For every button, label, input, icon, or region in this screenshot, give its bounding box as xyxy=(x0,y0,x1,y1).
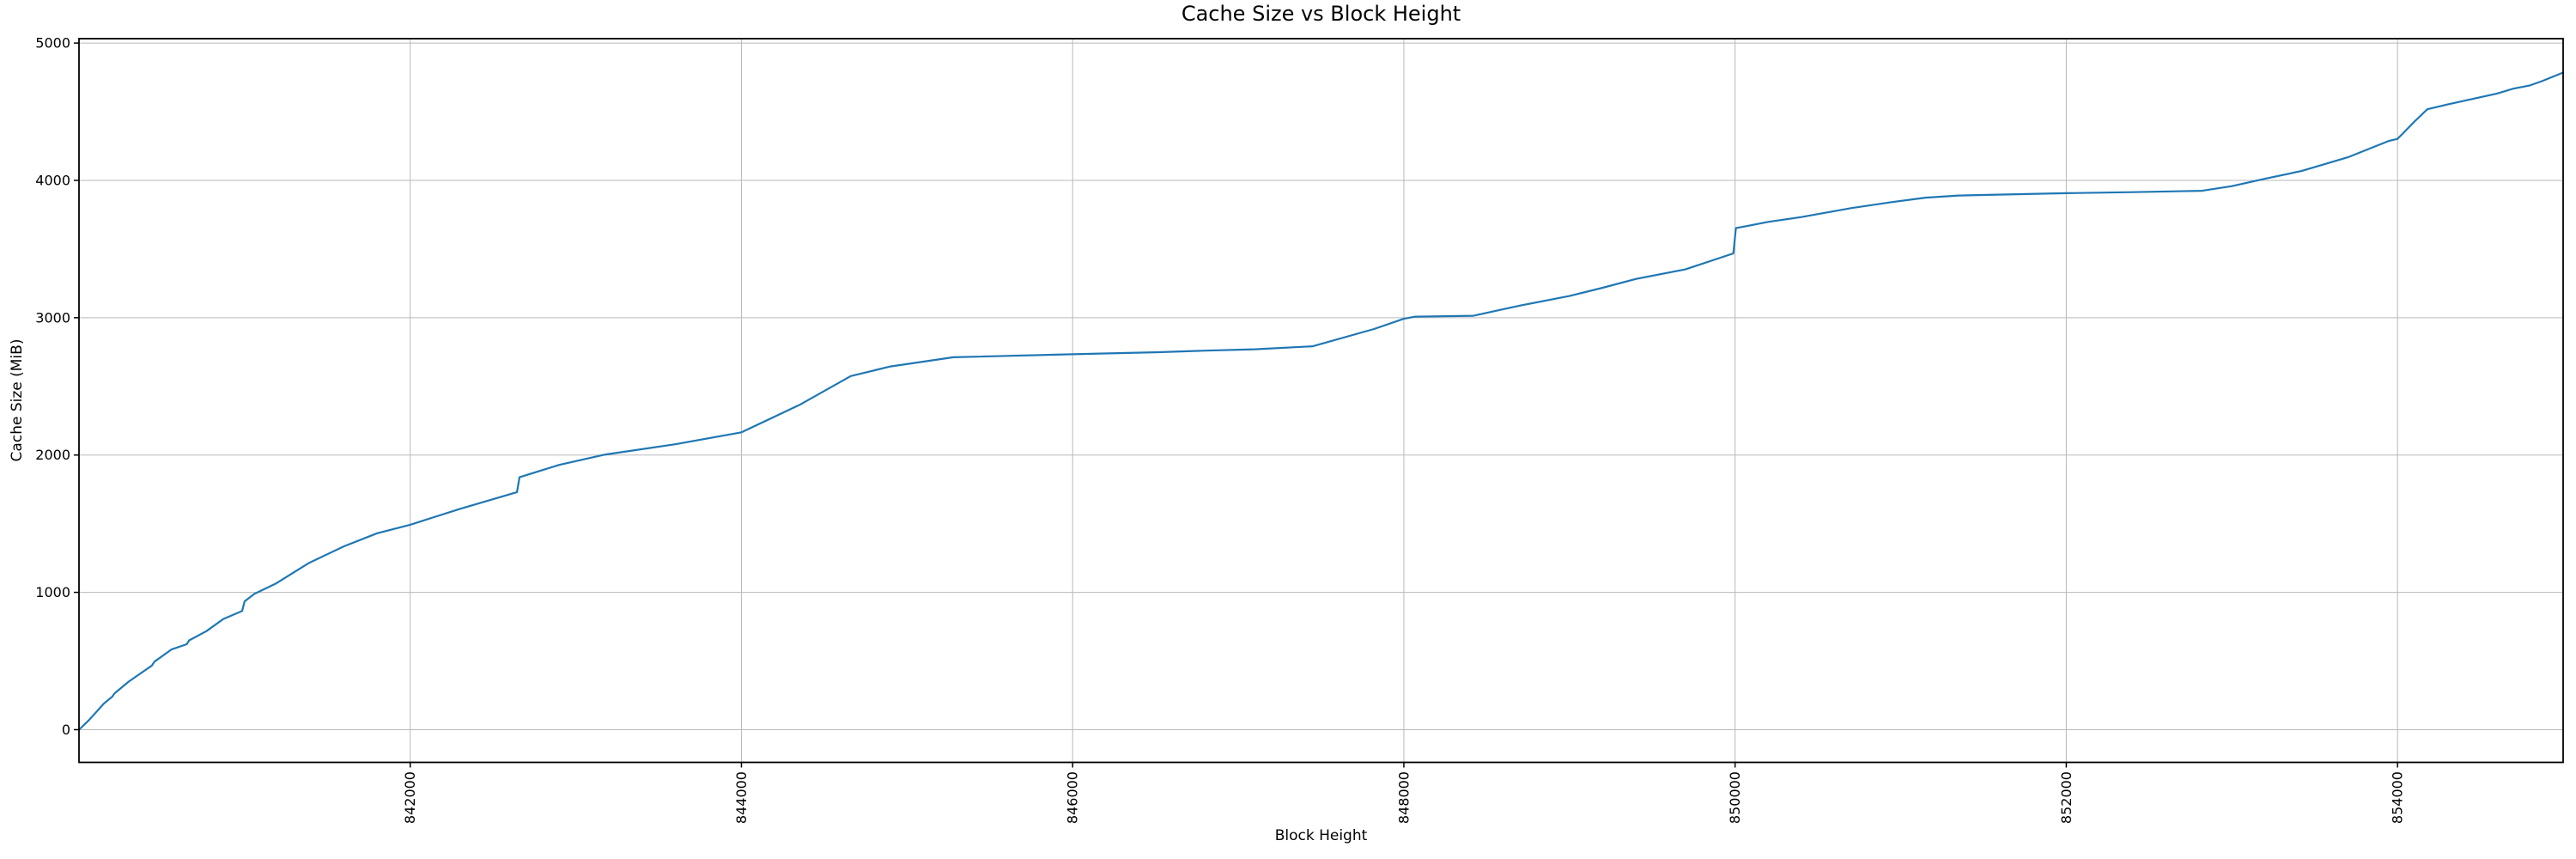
y-tick-label: 4000 xyxy=(35,172,70,188)
x-tick-label: 844000 xyxy=(733,771,750,824)
x-tick-label: 854000 xyxy=(2390,771,2406,824)
x-tick-label: 846000 xyxy=(1065,771,1081,824)
y-tick-label: 2000 xyxy=(35,447,70,463)
x-tick-label: 848000 xyxy=(1395,771,1412,824)
y-tick-label: 3000 xyxy=(35,309,70,326)
gridlines xyxy=(79,39,2563,763)
x-tick-label: 850000 xyxy=(1727,771,1743,824)
tick-marks-and-labels: 842000 844000 846000 848000 850000 852000 8540… xyxy=(35,35,2405,824)
x-tick-label: 852000 xyxy=(2058,771,2075,824)
cache-size-line xyxy=(77,71,2565,731)
x-tick-label: 842000 xyxy=(402,771,418,824)
chart-title: Cache Size vs Block Height xyxy=(1182,2,1461,26)
y-tick-label: 5000 xyxy=(35,35,70,52)
x-axis-label: Block Height xyxy=(1275,827,1368,844)
y-tick-label: 0 xyxy=(62,722,70,738)
y-tick-label: 1000 xyxy=(35,584,70,600)
y-axis-label: Cache Size (MiB) xyxy=(9,339,26,462)
plot-border xyxy=(78,38,2564,764)
